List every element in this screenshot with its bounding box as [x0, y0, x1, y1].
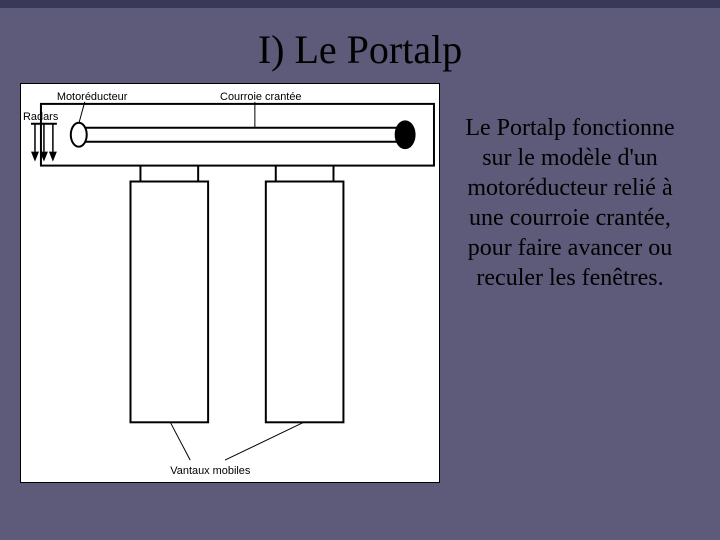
portalp-diagram: Motoréducteur Courroie crantée Radars: [20, 83, 440, 483]
pulley-right: [395, 121, 415, 149]
label-motoreducteur: Motoréducteur: [57, 91, 128, 103]
label-courroie: Courroie crantée: [220, 91, 301, 103]
label-radars: Radars: [23, 111, 59, 123]
slide-title: I) Le Portalp: [0, 26, 720, 73]
diagram-svg: Motoréducteur Courroie crantée Radars: [21, 84, 439, 482]
door-left: [131, 182, 209, 423]
motoreducteur-leader: [79, 102, 85, 124]
description-text: Le Portalp fonctionne sur le modèle d'un…: [440, 83, 700, 483]
door-right: [266, 182, 344, 423]
housing-rect: [41, 104, 434, 166]
top-accent-bar: [0, 0, 720, 8]
content-row: Motoréducteur Courroie crantée Radars: [0, 83, 720, 483]
pulley-left: [71, 123, 87, 147]
radar-head: [49, 152, 57, 162]
vantaux-leader: [225, 422, 304, 460]
radar-head: [31, 152, 39, 162]
vantaux-leader: [170, 422, 190, 460]
label-vantaux: Vantaux mobiles: [170, 465, 251, 477]
belt: [76, 128, 407, 142]
